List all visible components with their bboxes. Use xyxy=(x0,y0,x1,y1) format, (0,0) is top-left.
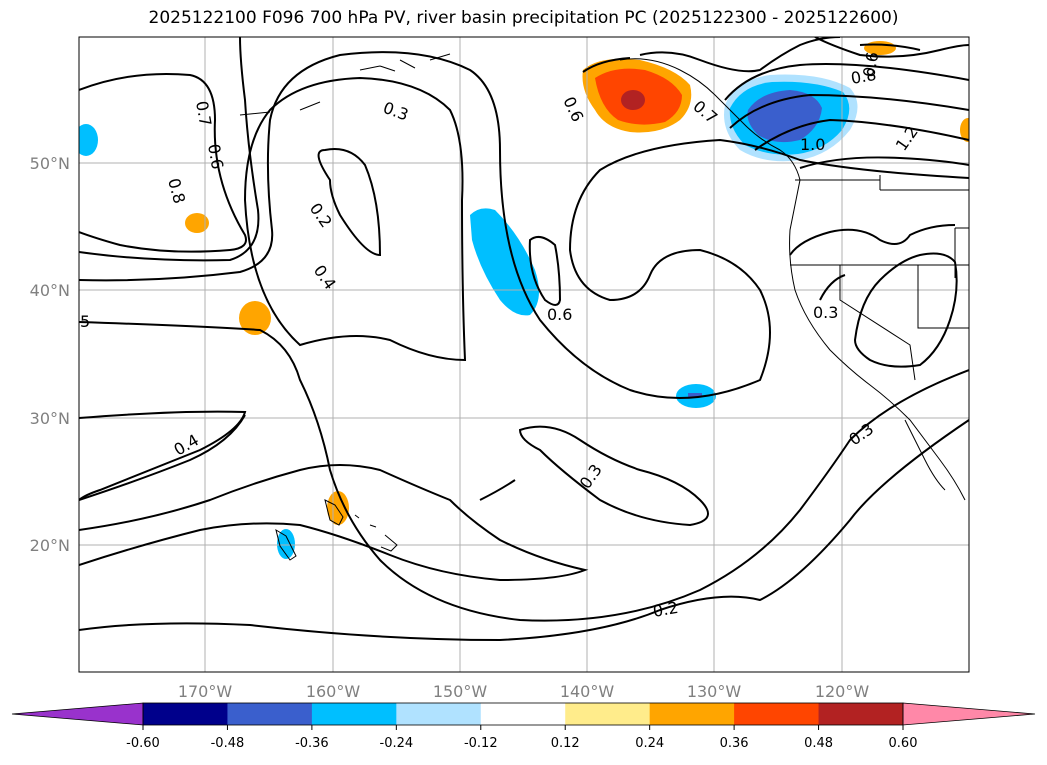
colorbar-label: -0.12 xyxy=(464,736,498,751)
colorbar-min-extension xyxy=(11,702,144,726)
lon-label: 150°W xyxy=(433,682,488,701)
latitude-labels: 50°N 40°N 30°N 20°N xyxy=(30,154,70,555)
colorbar-segment xyxy=(818,703,904,725)
colorbar-label: -0.48 xyxy=(211,736,245,751)
colorbar: -0.60 -0.48 -0.36 -0.24 -0.12 0.12 0.24 0.36 0.4… xyxy=(11,702,1036,751)
pv-contours xyxy=(79,37,969,642)
colorbar-label: -0.24 xyxy=(380,736,414,751)
lat-label: 40°N xyxy=(30,281,70,300)
colorbar-segment xyxy=(396,703,482,725)
colorbar-label: 0.60 xyxy=(889,736,918,751)
colorbar-label: -0.60 xyxy=(126,736,160,751)
map-panel: 0.7 0.6 0.8 0.3 0.2 0.4 5 0.4 0.6 0.6 0.… xyxy=(30,36,970,701)
lon-label: 160°W xyxy=(306,682,361,701)
colorbar-frame xyxy=(142,702,904,726)
lon-label: 170°W xyxy=(178,682,233,701)
contour-label: 0.7 xyxy=(192,99,215,127)
contour-label: 0.6 xyxy=(547,305,572,324)
colorbar-label: 0.36 xyxy=(720,736,749,751)
contour-label: 0.3 xyxy=(813,303,838,322)
lon-label: 120°W xyxy=(815,682,870,701)
map-frame xyxy=(78,36,970,673)
colorbar-labels: -0.60 -0.48 -0.36 -0.24 -0.12 0.12 0.24 0.36 0.4… xyxy=(126,725,917,751)
longitude-labels: 170°W 160°W 150°W 140°W 130°W 120°W xyxy=(178,682,870,701)
colorbar-label: 0.48 xyxy=(804,736,833,751)
map-title: 2025122100 F096 700 hPa PV, river basin … xyxy=(148,8,899,28)
colorbar-segment xyxy=(649,703,735,725)
colorbar-label: -0.36 xyxy=(295,736,329,751)
colorbar-segment xyxy=(311,703,397,725)
contour-label: 0.6 xyxy=(204,142,227,170)
colorbar-segment xyxy=(565,703,651,725)
precip-shading xyxy=(79,41,969,559)
contour-label: 0.8 xyxy=(849,65,877,88)
colorbar-segment xyxy=(734,703,820,725)
colorbar-segment xyxy=(227,703,313,725)
contour-label: 5 xyxy=(80,312,90,331)
colorbar-label: 0.12 xyxy=(551,736,580,751)
lon-label: 130°W xyxy=(687,682,742,701)
coastlines xyxy=(239,53,969,561)
colorbar-segments xyxy=(143,703,904,725)
colorbar-label: 0.24 xyxy=(635,736,664,751)
contour-label: 0.2 xyxy=(651,598,679,621)
lat-label: 30°N xyxy=(30,409,70,428)
lat-label: 20°N xyxy=(30,536,70,555)
colorbar-segment xyxy=(143,703,228,725)
lat-label: 50°N xyxy=(30,154,70,173)
colorbar-segment xyxy=(480,703,566,725)
colorbar-max-extension xyxy=(902,702,1036,726)
contour-label: 0.6 xyxy=(859,50,882,78)
lon-label: 140°W xyxy=(560,682,615,701)
contour-label: 1.0 xyxy=(800,135,825,154)
